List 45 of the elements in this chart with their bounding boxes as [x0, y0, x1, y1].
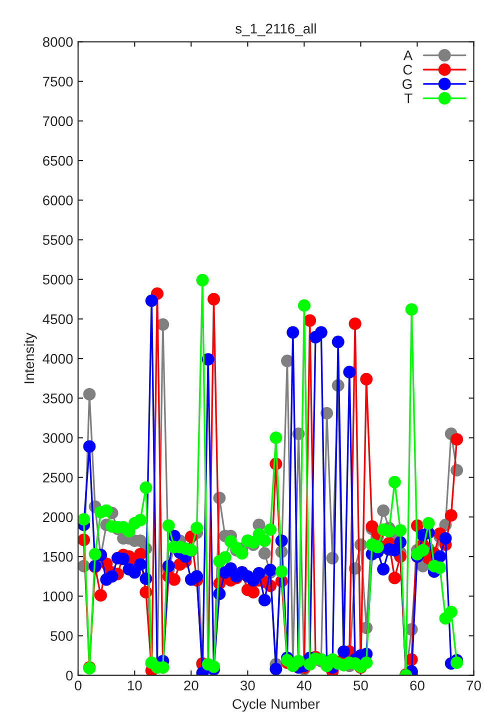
y-tick-label: 1000 — [43, 591, 73, 602]
point — [168, 573, 180, 586]
y-tick-label: 3500 — [42, 393, 73, 404]
y-tick-label: 2000 — [43, 512, 73, 522]
point — [444, 509, 458, 522]
y-tick-label: 6000 — [43, 195, 73, 206]
x-tick-label: 20 — [184, 680, 198, 690]
y-tick-label: 5000 — [42, 274, 73, 285]
x-tick-label: 50 — [354, 680, 368, 690]
legend-label: T — [404, 94, 412, 104]
point — [377, 504, 390, 517]
x-tick-label: 10 — [128, 680, 142, 690]
y-tick-label: 6500 — [43, 156, 73, 166]
y-tick-label: 0 — [66, 670, 73, 681]
y-tick-label: 500 — [50, 631, 73, 641]
point — [258, 547, 271, 560]
point — [304, 314, 316, 327]
point — [83, 388, 96, 400]
y-tick-label: 4500 — [42, 314, 73, 324]
y-axis-title: Intensity — [24, 332, 37, 384]
x-tick-label: 70 — [466, 680, 481, 690]
y-tick-label: 7500 — [43, 76, 73, 87]
x-tick-label: 0 — [74, 680, 82, 690]
point — [247, 586, 260, 598]
legend-label: G — [402, 79, 412, 89]
x-tick-label: 30 — [240, 680, 255, 690]
point — [450, 433, 464, 446]
y-tick-label: 5500 — [42, 235, 73, 245]
x-axis-title: Cycle Number — [232, 698, 320, 712]
y-tick-label: 7000 — [43, 116, 73, 126]
legend-label: C — [403, 64, 412, 75]
x-tick-label: 60 — [410, 680, 424, 690]
y-tick-label: 8000 — [42, 37, 73, 47]
chart-title: s_1_2116_all — [236, 23, 316, 36]
point — [208, 292, 220, 306]
point — [388, 572, 401, 584]
y-tick-label: 1500 — [43, 552, 73, 562]
y-tick-label: 3000 — [42, 433, 73, 443]
y-tick-label: 4000 — [42, 354, 73, 364]
legend-label: A — [403, 50, 413, 60]
point — [360, 372, 373, 386]
point — [348, 317, 362, 330]
point — [94, 589, 107, 602]
y-tick-label: 2500 — [43, 472, 73, 483]
x-tick-label: 40 — [296, 680, 312, 690]
